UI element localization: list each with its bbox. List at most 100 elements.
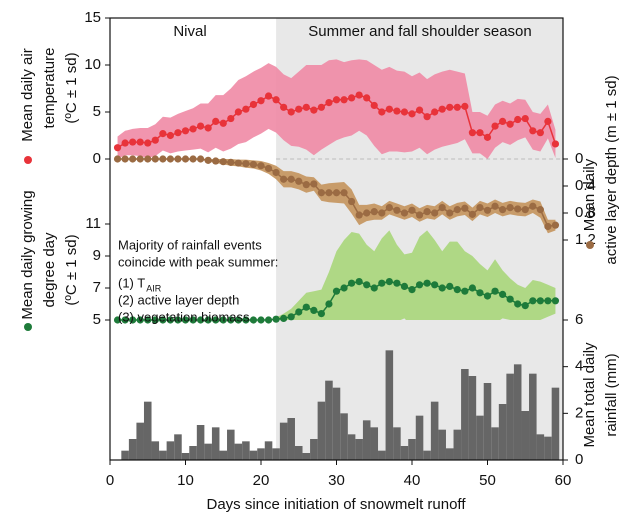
- bar: [332, 387, 341, 460]
- point: [340, 189, 348, 197]
- bar: [483, 383, 492, 460]
- point: [378, 108, 386, 116]
- point: [408, 110, 416, 118]
- point: [363, 209, 371, 217]
- point: [302, 303, 310, 311]
- point: [144, 139, 152, 147]
- point: [242, 105, 250, 113]
- bar: [370, 427, 379, 460]
- point: [257, 316, 265, 324]
- point: [468, 210, 476, 218]
- bar: [438, 429, 446, 460]
- point: [113, 316, 122, 324]
- bar: [408, 439, 416, 460]
- annotation: Majority of rainfall events: [118, 237, 262, 252]
- point: [280, 175, 288, 183]
- point: [234, 159, 242, 167]
- bar: [196, 425, 205, 460]
- point: [423, 279, 431, 287]
- point: [174, 129, 182, 137]
- bar: [279, 422, 288, 460]
- point: [355, 91, 363, 99]
- point: [257, 162, 265, 170]
- point: [385, 105, 393, 113]
- point: [144, 155, 152, 163]
- bar: [355, 439, 363, 460]
- y-tick-label: 2: [575, 404, 583, 421]
- plot: [113, 59, 560, 460]
- point: [317, 189, 325, 197]
- point: [242, 316, 250, 324]
- point: [325, 300, 333, 308]
- point: [317, 103, 325, 111]
- point: [166, 316, 174, 324]
- bar: [227, 429, 235, 460]
- point: [159, 130, 167, 138]
- point: [227, 158, 235, 166]
- point: [121, 316, 129, 324]
- y-tick-label: 15: [84, 9, 101, 26]
- season-label: Nival: [173, 23, 206, 40]
- point: [219, 119, 227, 127]
- point: [385, 204, 393, 212]
- point: [461, 204, 469, 212]
- bar: [347, 434, 356, 460]
- point: [287, 313, 295, 321]
- point: [491, 122, 499, 130]
- bar: [264, 441, 273, 460]
- point: [166, 155, 174, 163]
- point: [529, 127, 537, 135]
- point: [370, 208, 378, 216]
- sd-band: [117, 59, 556, 159]
- x-tick-label: 0: [106, 472, 114, 489]
- point: [113, 155, 122, 163]
- point: [287, 175, 295, 183]
- annotation-subscript: AIR: [146, 283, 162, 293]
- point: [408, 286, 416, 294]
- point: [400, 108, 409, 116]
- point: [144, 316, 152, 324]
- point: [521, 302, 529, 310]
- point: [348, 279, 356, 287]
- point: [249, 160, 258, 168]
- axis-label: (ºC ± 1 sd): [63, 234, 80, 305]
- point: [453, 206, 461, 214]
- point: [280, 314, 288, 322]
- point: [393, 107, 401, 115]
- point: [461, 102, 469, 110]
- bar: [400, 446, 409, 460]
- x-tick-label: 50: [479, 472, 496, 489]
- point: [189, 125, 197, 133]
- point: [544, 297, 552, 305]
- point: [499, 117, 507, 125]
- bar: [294, 446, 303, 460]
- bar: [151, 441, 160, 460]
- point: [483, 133, 492, 141]
- bar: [506, 373, 514, 460]
- point: [423, 208, 431, 216]
- point: [370, 101, 378, 110]
- point: [136, 138, 144, 146]
- bar: [249, 450, 258, 460]
- point: [310, 106, 318, 114]
- bar: [430, 401, 439, 460]
- bar: [136, 422, 144, 460]
- bar: [257, 448, 265, 460]
- point: [121, 155, 129, 163]
- point: [378, 209, 386, 217]
- point: [332, 189, 341, 197]
- point: [514, 205, 522, 213]
- point: [431, 209, 439, 217]
- point: [453, 286, 461, 294]
- point: [287, 108, 295, 116]
- y-tick-label: 7: [93, 279, 101, 296]
- point: [431, 108, 439, 116]
- x-tick-label: 60: [555, 472, 572, 489]
- point: [181, 127, 190, 135]
- bar: [340, 413, 348, 460]
- point: [446, 103, 454, 111]
- y-tick-label: 0: [93, 150, 101, 167]
- point: [514, 300, 522, 308]
- x-tick-label: 30: [328, 472, 345, 489]
